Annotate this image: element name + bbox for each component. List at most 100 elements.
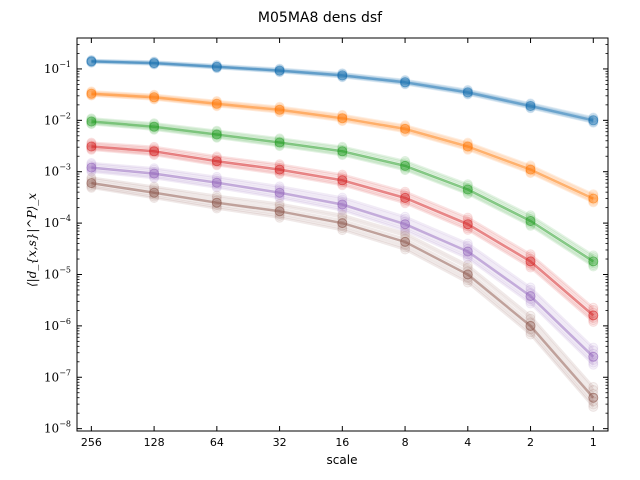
series-point	[211, 128, 222, 139]
series-point	[400, 121, 411, 132]
series-line	[91, 179, 595, 395]
series-point	[337, 192, 348, 203]
series-point	[274, 140, 285, 151]
series-point	[86, 172, 97, 183]
series-point	[588, 355, 599, 365]
series-point	[525, 317, 536, 328]
series-point	[462, 85, 473, 96]
series-line	[91, 60, 594, 122]
series-point	[462, 137, 473, 148]
series-point	[525, 163, 536, 174]
series-point	[337, 71, 348, 82]
series-line	[91, 122, 594, 268]
series-point	[274, 105, 285, 116]
series-point	[337, 114, 348, 125]
series-point	[588, 310, 599, 321]
series-point	[337, 194, 348, 205]
series-line	[91, 186, 595, 408]
series-point	[588, 112, 599, 123]
series-point	[337, 113, 348, 124]
series-point	[149, 124, 160, 135]
series-line	[91, 169, 595, 364]
series-point	[525, 164, 536, 175]
series-6	[86, 172, 599, 412]
series-point	[274, 101, 285, 112]
series-point	[400, 159, 411, 170]
series-line	[91, 176, 595, 388]
series-line	[91, 147, 595, 322]
series-point	[462, 246, 473, 257]
series-point	[149, 185, 160, 196]
series-point	[211, 61, 222, 72]
series-point	[525, 100, 536, 111]
series-line	[91, 185, 595, 406]
series-point	[525, 216, 536, 226]
series-point	[86, 55, 97, 66]
series-point	[149, 168, 160, 179]
series-point	[149, 91, 160, 102]
series-point	[400, 78, 411, 89]
series-point	[400, 213, 411, 224]
series-point	[525, 214, 536, 224]
series-point	[588, 117, 599, 128]
series-point	[274, 102, 285, 113]
series-line	[91, 145, 595, 317]
series-point	[86, 56, 97, 67]
series-point	[86, 56, 97, 67]
series-point	[525, 291, 536, 302]
x-tick-label: 2	[527, 436, 534, 449]
series-point	[462, 138, 473, 149]
series-point	[337, 141, 348, 152]
series-point	[149, 122, 160, 133]
series-line	[91, 94, 594, 204]
series-point	[211, 96, 222, 106]
series-line	[91, 58, 594, 119]
series-point	[86, 90, 97, 101]
series-point	[86, 118, 97, 129]
series-point	[86, 178, 97, 189]
series-point	[149, 183, 160, 194]
series-point	[149, 150, 160, 160]
series-point	[86, 159, 97, 170]
series-point	[462, 238, 473, 249]
series-point	[149, 181, 160, 192]
series-point	[274, 141, 285, 152]
series-point	[337, 69, 348, 80]
series-point	[400, 186, 411, 197]
series-line	[91, 90, 594, 196]
series-point	[525, 327, 536, 338]
series-point	[525, 258, 536, 269]
series-point	[525, 320, 536, 331]
series-point	[525, 251, 536, 262]
series-point	[274, 133, 285, 144]
x-tick-label: 32	[273, 436, 287, 449]
series-point	[274, 103, 285, 114]
series-point	[211, 60, 222, 71]
series-point	[462, 224, 473, 235]
series-point	[400, 233, 411, 244]
series-point	[211, 190, 222, 201]
series-point	[211, 171, 222, 182]
series-point	[211, 182, 222, 193]
series-point	[462, 86, 473, 97]
series-point	[525, 294, 536, 304]
series-point	[211, 101, 222, 112]
series-point	[525, 288, 536, 299]
series-point	[400, 165, 411, 176]
series-point	[86, 141, 97, 152]
series-point	[462, 144, 473, 155]
series-point	[211, 96, 222, 107]
series-point	[86, 181, 97, 192]
series-point	[400, 236, 411, 247]
series-point	[149, 149, 160, 159]
series-line	[91, 167, 595, 361]
series-point	[211, 129, 222, 140]
series-point	[337, 225, 348, 236]
series-point	[525, 167, 536, 178]
series-point	[211, 132, 222, 143]
series-4	[86, 137, 599, 327]
series-point	[149, 118, 160, 129]
series-point	[337, 68, 348, 79]
series-layer	[86, 55, 599, 412]
series-point	[525, 220, 536, 231]
